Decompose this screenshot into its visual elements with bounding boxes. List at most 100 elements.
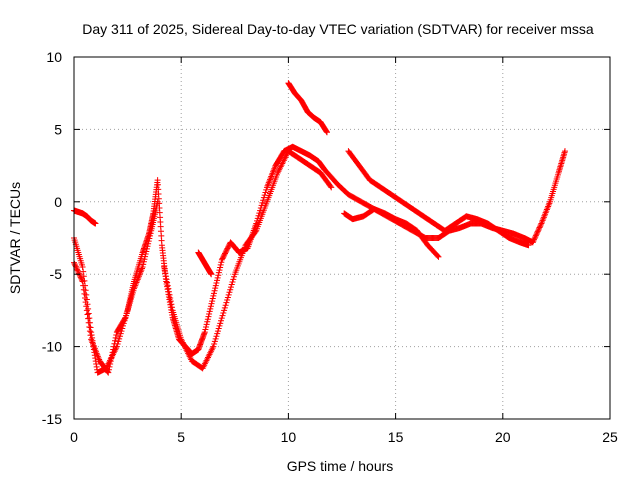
y-axis-label: SDTVAR / TECUs	[7, 182, 23, 294]
data-point	[74, 266, 81, 273]
data-point	[213, 279, 220, 286]
data-point	[87, 324, 94, 331]
data-point	[533, 231, 540, 238]
data-point	[323, 129, 330, 136]
data-point	[210, 343, 217, 350]
data-point	[146, 232, 153, 239]
data-point	[116, 333, 123, 340]
data-point	[77, 273, 84, 280]
data-marks	[71, 80, 568, 376]
tick-labels: 0 5 10 15 20 25 -15 -10 -5 0 5 10	[42, 49, 618, 445]
x-tick-label: 25	[602, 429, 618, 445]
data-point	[532, 233, 539, 240]
data-point	[80, 282, 87, 289]
data-point	[208, 300, 215, 307]
data-point	[207, 303, 214, 310]
data-point	[113, 332, 120, 339]
data-point	[435, 253, 442, 260]
data-point	[228, 281, 235, 288]
data-point	[78, 275, 85, 282]
data-point	[105, 369, 112, 376]
data-point	[85, 310, 92, 317]
data-point	[140, 258, 147, 265]
data-point	[108, 355, 115, 362]
data-point	[165, 288, 172, 295]
data-point	[227, 286, 234, 293]
data-point	[162, 273, 169, 280]
data-point	[222, 302, 229, 309]
data-point	[216, 322, 223, 329]
data-point	[220, 309, 227, 316]
data-point	[258, 202, 265, 209]
grid-lines	[74, 57, 610, 419]
data-point	[76, 271, 83, 278]
data-point	[262, 189, 269, 196]
data-point	[92, 220, 99, 227]
data-point	[224, 297, 231, 304]
data-point	[80, 286, 87, 293]
data-point	[166, 291, 173, 298]
y-tick-label: -15	[42, 411, 62, 427]
data-point	[227, 284, 234, 291]
data-point	[211, 287, 218, 294]
data-point	[110, 343, 117, 350]
data-point	[212, 335, 219, 342]
data-point	[534, 229, 541, 236]
data-point	[106, 363, 113, 370]
data-point	[221, 307, 228, 314]
data-point	[142, 253, 149, 260]
data-point	[161, 263, 168, 270]
data-point	[259, 199, 266, 206]
data-point	[168, 301, 175, 308]
x-tick-label: 20	[495, 429, 511, 445]
data-point	[165, 285, 172, 292]
data-point	[146, 235, 153, 242]
data-point	[529, 239, 536, 246]
data-point	[167, 298, 174, 305]
data-point	[208, 271, 215, 278]
data-point	[71, 260, 78, 267]
data-point	[77, 274, 84, 281]
data-point	[142, 251, 149, 258]
data-point	[79, 263, 86, 270]
data-point	[81, 290, 88, 297]
data-point	[169, 304, 176, 311]
data-point	[217, 264, 224, 271]
data-point	[117, 330, 124, 337]
data-point	[537, 223, 544, 230]
data-point	[536, 224, 543, 231]
data-point	[75, 270, 82, 277]
data-point	[86, 328, 93, 335]
data-point	[83, 307, 90, 314]
data-point	[143, 248, 150, 255]
data-point	[218, 259, 225, 266]
data-point	[140, 261, 147, 268]
data-point	[154, 198, 161, 205]
data-point	[535, 227, 542, 234]
data-point	[201, 329, 208, 336]
data-point	[534, 228, 541, 235]
data-point	[434, 252, 441, 259]
data-point	[164, 279, 171, 286]
data-point	[205, 313, 212, 320]
data-point	[115, 338, 122, 345]
data-point	[204, 316, 211, 323]
data-point	[210, 290, 217, 297]
data-point	[212, 285, 219, 292]
data-point	[167, 294, 174, 301]
data-point	[531, 235, 538, 242]
data-point	[86, 323, 93, 330]
data-point	[145, 238, 152, 245]
data-point	[162, 270, 169, 277]
data-point	[214, 277, 221, 284]
data-point	[224, 294, 231, 301]
data-point	[211, 341, 218, 348]
plot-frame	[73, 56, 611, 420]
data-point	[78, 277, 85, 284]
data-point	[256, 210, 263, 217]
data-point	[107, 358, 114, 365]
data-point	[105, 366, 112, 373]
data-point	[215, 269, 222, 276]
y-tick-label: 10	[46, 49, 62, 65]
